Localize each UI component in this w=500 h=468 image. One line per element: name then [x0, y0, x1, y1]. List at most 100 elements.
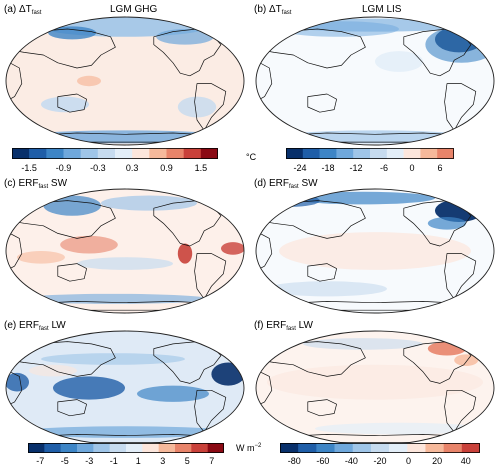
colorbar-swatch: [142, 443, 159, 453]
colorbar-swatch: [286, 148, 304, 159]
panel-f: (f) ERFfast LW: [252, 318, 498, 458]
colorbar-swatch: [183, 148, 202, 159]
colorbar-swatch: [207, 443, 224, 453]
coastline: [215, 193, 239, 212]
colorbar-swatch: [420, 148, 438, 159]
coastline: [194, 253, 227, 300]
colorbar-tick-label: -3: [85, 456, 94, 466]
coastline: [6, 369, 23, 407]
colorbar-swatch: [386, 148, 404, 159]
coastline: [6, 230, 23, 272]
coastline: [307, 263, 337, 282]
coastline: [307, 93, 337, 113]
field-anomaly: [454, 354, 479, 366]
colorbar-swatch: [191, 443, 208, 453]
panel-e-label: (e) ERFfast LW: [4, 320, 66, 332]
colorbar-swatch: [63, 148, 81, 159]
field-anomaly: [60, 235, 118, 254]
coastline: [465, 335, 489, 352]
field-anomaly: [267, 281, 387, 297]
panel-a-title: LGM GHG: [110, 4, 158, 15]
colorbar-swatch: [109, 443, 127, 453]
coastline: [444, 253, 477, 300]
colorbar-temp-ghg: [12, 148, 218, 159]
panel-d-label: (d) ERFfast SW: [254, 178, 318, 190]
field-anomaly: [41, 96, 89, 113]
field-anomaly: [315, 422, 483, 435]
coastline: [465, 193, 489, 212]
colorbar-tick-label: -12: [349, 163, 363, 173]
field-anomaly: [156, 29, 214, 45]
colorbar-tick-label: -24: [293, 163, 307, 173]
map-f: [255, 330, 495, 446]
colorbar-swatch: [77, 443, 94, 453]
coastline: [57, 263, 87, 282]
colorbar-swatch: [319, 148, 337, 159]
field-anomaly: [43, 195, 101, 216]
coastline: [259, 200, 366, 239]
coastline: [9, 200, 116, 239]
colorbar-swatch: [126, 443, 143, 453]
colorbar-swatch: [166, 148, 184, 159]
colorbar-swatch: [443, 443, 463, 453]
colorbar-tick-label: -20: [373, 456, 387, 466]
colorbar-swatch: [46, 148, 64, 159]
coastline: [194, 389, 227, 433]
colorbar-tick-label: -7: [36, 456, 45, 466]
field-anomaly: [262, 194, 320, 207]
colorbar-swatch: [280, 443, 299, 453]
colorbar-temp-lis-ticks: -24 -18 -12 -6 0 6: [0, 163, 500, 175]
field-anomaly: [221, 242, 244, 255]
coastline: [57, 399, 87, 417]
colorbar-tick-label: 0: [406, 456, 412, 466]
colorbar-flux-ghg: [28, 443, 224, 453]
colorbar-tick-label: -5: [60, 456, 69, 466]
colorbar-swatch: [336, 148, 354, 159]
colorbar-tick-label: -1.5: [21, 163, 37, 173]
flux-unit: W m−2: [236, 443, 262, 453]
field-anomaly: [267, 364, 483, 400]
field-anomaly: [375, 51, 423, 72]
colorbar-tick-label: -80: [287, 456, 301, 466]
coastline: [215, 22, 239, 40]
colorbar-tick-label: -0.9: [55, 163, 72, 173]
field-anomaly: [48, 26, 97, 40]
field-anomaly: [279, 130, 471, 144]
field-anomaly: [53, 376, 125, 400]
field-anomaly: [77, 257, 173, 270]
colorbar-swatch: [370, 148, 388, 159]
coastline: [444, 389, 477, 433]
colorbar-tick-label: 40: [460, 456, 471, 466]
colorbar-swatch: [28, 443, 45, 453]
coastline: [9, 341, 116, 377]
colorbar-swatch: [403, 148, 421, 159]
coastline: [57, 93, 87, 113]
colorbar-swatch: [80, 148, 99, 159]
colorbar-swatch: [149, 148, 167, 159]
panel-b: (b) ΔTfast LGM LIS: [252, 2, 498, 148]
panel-a: (a) ΔTfast LGM GHG: [2, 2, 248, 148]
colorbar-swatch: [370, 443, 390, 453]
colorbar-swatch: [132, 148, 150, 159]
colorbar-swatch: [353, 148, 371, 159]
coastline: [256, 59, 273, 103]
colorbar-flux-lis: [280, 443, 480, 453]
field-anomaly: [17, 130, 233, 144]
colorbar-swatch: [425, 443, 444, 453]
colorbar-swatch: [389, 443, 408, 453]
colorbar-swatch: [461, 443, 480, 453]
colorbar-swatch: [407, 443, 426, 453]
map-c: [5, 188, 245, 314]
field-anomaly: [17, 251, 65, 264]
panel-c: (c) ERFfast SW: [2, 176, 248, 316]
map-d: [255, 188, 495, 314]
colorbar-swatch: [60, 443, 78, 453]
panel-a-label: (a) ΔTfast: [4, 4, 42, 16]
colorbar-swatch: [334, 443, 354, 453]
colorbar-flux-ghg-ticks: -7 -5 -3 -1 1 3 5 7: [0, 456, 500, 468]
panel-c-label: (c) ERFfast SW: [4, 178, 68, 190]
coastline: [307, 399, 337, 417]
colorbar-tick-label: -6: [379, 163, 389, 173]
field-anomaly: [427, 216, 467, 230]
colorbar-swatch: [158, 443, 176, 453]
